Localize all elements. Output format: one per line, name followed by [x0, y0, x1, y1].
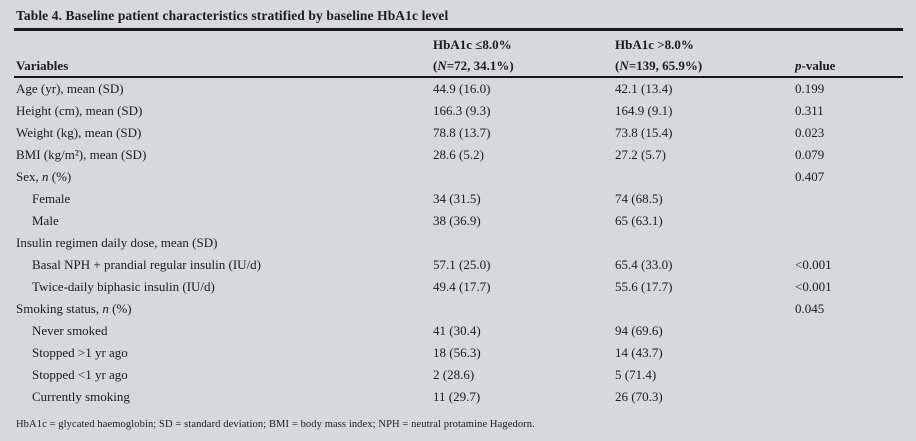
cell-hba1c-gt8: 5 (71.4) [615, 367, 657, 382]
column-subheader-n-le8: (N=72, 34.1%) [433, 58, 514, 73]
column-header-pvalue: p-value [795, 58, 836, 73]
row-label: Weight (kg), mean (SD) [16, 125, 142, 140]
table-row: Basal NPH + prandial regular insulin (IU… [14, 254, 903, 276]
cell-hba1c-gt8: 65.4 (33.0) [615, 257, 673, 272]
row-label: Currently smoking [32, 389, 130, 404]
cell-hba1c-gt8: 26 (70.3) [615, 389, 663, 404]
cell-pvalue: <0.001 [795, 279, 832, 294]
row-label: Twice-daily biphasic insulin (IU/d) [32, 279, 215, 294]
cell-pvalue: 0.199 [795, 81, 825, 96]
table-row: Sex, n (%) 0.407 [14, 166, 903, 188]
row-label: Insulin regimen daily dose, mean (SD) [16, 235, 218, 250]
row-label: Age (yr), mean (SD) [16, 81, 124, 96]
column-header-hba1c-gt8: HbA1c >8.0% [615, 37, 694, 52]
cell-hba1c-le8: 78.8 (13.7) [433, 125, 491, 140]
table-row: Height (cm), mean (SD) 166.3 (9.3) 164.9… [14, 100, 903, 122]
cell-hba1c-gt8: 14 (43.7) [615, 345, 663, 360]
cell-hba1c-le8: 18 (56.3) [433, 345, 481, 360]
cell-pvalue: 0.045 [795, 301, 825, 316]
table-row: Stopped <1 yr ago 2 (28.6) 5 (71.4) [14, 364, 903, 386]
row-label: Height (cm), mean (SD) [16, 103, 143, 118]
table-row: Age (yr), mean (SD) 44.9 (16.0) 42.1 (13… [14, 78, 903, 100]
cell-pvalue: 0.311 [795, 103, 824, 118]
table-row: Currently smoking 11 (29.7) 26 (70.3) [14, 386, 903, 408]
cell-hba1c-le8: 41 (30.4) [433, 323, 481, 338]
table-row: Male 38 (36.9) 65 (63.1) [14, 210, 903, 232]
paper-table-page: Table 4. Baseline patient characteristic… [14, 8, 903, 430]
table-row: Never smoked 41 (30.4) 94 (69.6) [14, 320, 903, 342]
cell-pvalue: <0.001 [795, 257, 832, 272]
cell-hba1c-le8: 11 (29.7) [433, 389, 481, 404]
cell-pvalue: 0.023 [795, 125, 825, 140]
cell-hba1c-le8: 34 (31.5) [433, 191, 481, 206]
cell-hba1c-gt8: 27.2 (5.7) [615, 147, 666, 162]
row-label: Male [32, 213, 59, 228]
cell-hba1c-gt8: 164.9 (9.1) [615, 103, 673, 118]
cell-pvalue: 0.079 [795, 147, 825, 162]
cell-hba1c-gt8: 55.6 (17.7) [615, 279, 673, 294]
table-row: BMI (kg/m²), mean (SD) 28.6 (5.2) 27.2 (… [14, 144, 903, 166]
column-subheader-n-gt8: (N=139, 65.9%) [615, 58, 703, 73]
table-row: Smoking status, n (%) 0.045 [14, 298, 903, 320]
row-label: Sex, n (%) [16, 169, 72, 184]
row-label: Basal NPH + prandial regular insulin (IU… [32, 257, 262, 272]
table-row: Insulin regimen daily dose, mean (SD) [14, 232, 903, 254]
cell-hba1c-le8: 44.9 (16.0) [433, 81, 491, 96]
cell-hba1c-gt8: 73.8 (15.4) [615, 125, 673, 140]
row-label: Smoking status, n (%) [16, 301, 132, 316]
footnote: HbA1c = glycated haemoglobin; SD = stand… [16, 419, 535, 430]
table-title: Table 4. Baseline patient characteristic… [16, 8, 449, 23]
cell-hba1c-le8: 28.6 (5.2) [433, 147, 484, 162]
cell-pvalue: 0.407 [795, 169, 825, 184]
cell-hba1c-le8: 57.1 (25.0) [433, 257, 491, 272]
header-line-2: Variables (N=72, 34.1%) (N=139, 65.9%) p… [14, 55, 903, 76]
header-rule [14, 76, 903, 78]
row-label: Never smoked [32, 323, 108, 338]
table-row: Female 34 (31.5) 74 (68.5) [14, 188, 903, 210]
table-row: Twice-daily biphasic insulin (IU/d) 49.4… [14, 276, 903, 298]
column-header-variables: Variables [16, 58, 69, 73]
cell-hba1c-le8: 2 (28.6) [433, 367, 475, 382]
cell-hba1c-gt8: 94 (69.6) [615, 323, 663, 338]
cell-hba1c-le8: 38 (36.9) [433, 213, 481, 228]
table-row: Weight (kg), mean (SD) 78.8 (13.7) 73.8 … [14, 122, 903, 144]
header-line-1: HbA1c ≤8.0% HbA1c >8.0% [14, 31, 903, 55]
row-label: Female [32, 191, 71, 206]
row-label: Stopped >1 yr ago [32, 345, 128, 360]
cell-hba1c-le8: 49.4 (17.7) [433, 279, 491, 294]
table-header: HbA1c ≤8.0% HbA1c >8.0% Variables (N=72,… [14, 31, 903, 76]
table-body: Age (yr), mean (SD) 44.9 (16.0) 42.1 (13… [14, 78, 903, 408]
cell-hba1c-gt8: 65 (63.1) [615, 213, 663, 228]
row-label: Stopped <1 yr ago [32, 367, 128, 382]
cell-hba1c-gt8: 74 (68.5) [615, 191, 663, 206]
cell-hba1c-le8: 166.3 (9.3) [433, 103, 491, 118]
top-rule [14, 28, 903, 31]
row-label: BMI (kg/m²), mean (SD) [16, 147, 147, 162]
table-row: Stopped >1 yr ago 18 (56.3) 14 (43.7) [14, 342, 903, 364]
cell-hba1c-gt8: 42.1 (13.4) [615, 81, 673, 96]
column-header-hba1c-le8: HbA1c ≤8.0% [433, 37, 512, 52]
